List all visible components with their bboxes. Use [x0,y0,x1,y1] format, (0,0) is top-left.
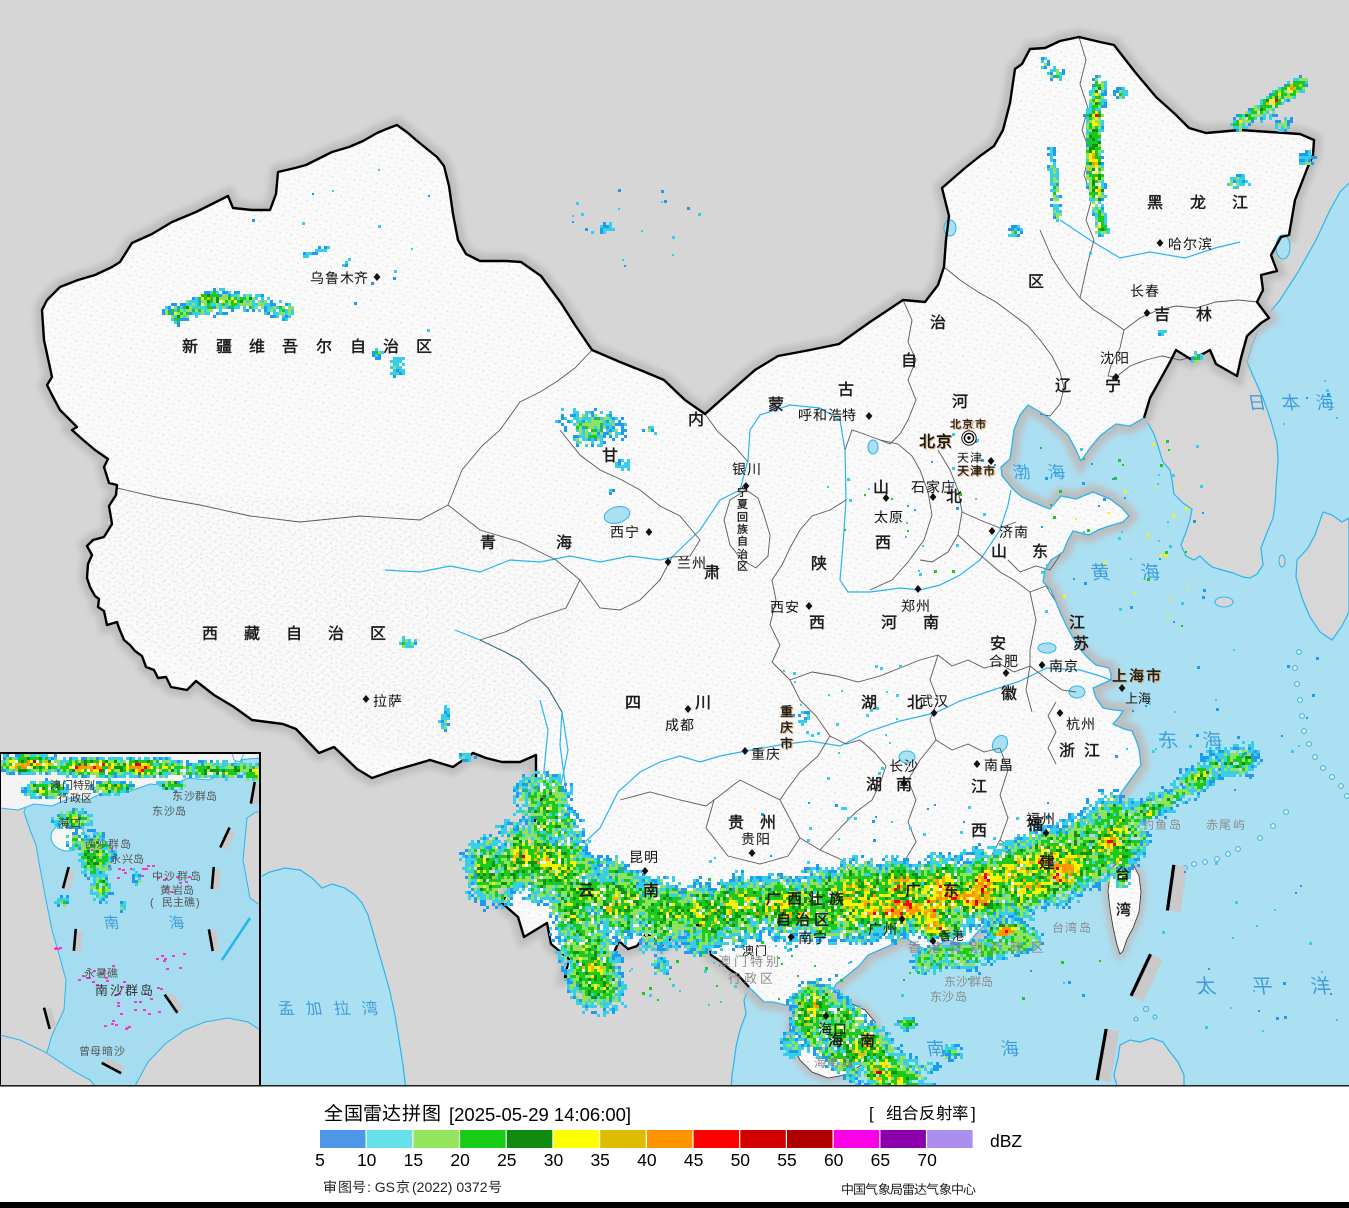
svg-text:40: 40 [637,1150,657,1170]
svg-text:60: 60 [824,1150,844,1170]
svg-text:[: [ [869,1104,874,1123]
svg-text:(: ( [150,897,154,909]
svg-text:10: 10 [357,1150,377,1170]
svg-text:55: 55 [777,1150,796,1170]
svg-text:]: ] [971,1104,976,1123]
svg-text:5: 5 [315,1150,325,1170]
svg-text:65: 65 [871,1150,890,1170]
svg-text:30: 30 [544,1150,564,1170]
svg-text:45: 45 [684,1150,703,1170]
svg-text:): ) [196,897,200,909]
svg-text:50: 50 [731,1150,751,1170]
svg-text:[2025-05-29 14:06:00]: [2025-05-29 14:06:00] [449,1104,631,1125]
svg-text:15: 15 [404,1150,423,1170]
svg-text:35: 35 [590,1150,609,1170]
svg-text:70: 70 [917,1150,937,1170]
svg-text:: GS: : GS [367,1179,395,1195]
svg-text:(2022) 0372: (2022) 0372 [412,1179,488,1195]
svg-text:dBZ: dBZ [990,1131,1022,1151]
svg-text:25: 25 [497,1150,516,1170]
svg-text:20: 20 [450,1150,470,1170]
